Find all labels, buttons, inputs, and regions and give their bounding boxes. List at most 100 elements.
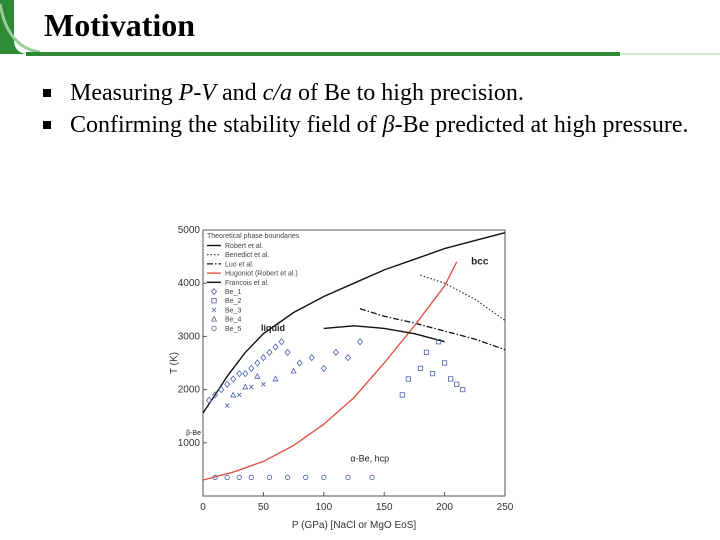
data-point-square xyxy=(405,376,411,382)
y-tick-label: 3000 xyxy=(178,331,201,342)
data-point-circle xyxy=(211,325,217,331)
legend-title: Theoretical phase boundaries xyxy=(207,233,300,240)
bullet-item-2: Confirming the stability field of β-Be p… xyxy=(40,110,700,140)
x-tick-label: 0 xyxy=(200,502,206,513)
data-point-circle xyxy=(345,474,351,480)
legend-entry: Be_2 xyxy=(225,298,241,305)
data-point-circle xyxy=(266,474,273,480)
data-point-square xyxy=(460,386,466,393)
legend-entry: Be_3 xyxy=(225,307,241,314)
data-point-diamond xyxy=(206,396,213,404)
data-point-diamond xyxy=(357,338,364,346)
bullet-1-text-post: of Be to high precision. xyxy=(291,80,524,106)
data-point-circle xyxy=(303,474,309,480)
bullet-1-text-mid: and xyxy=(215,80,263,106)
bullet-1-text-pre: Measuring xyxy=(70,80,179,106)
y-tick-label: 5000 xyxy=(178,225,201,236)
data-point-square xyxy=(454,381,460,387)
frame-top-curve xyxy=(0,3,41,54)
legend-entry: Be_1 xyxy=(225,289,241,296)
series-line xyxy=(202,261,458,481)
data-point-triangle xyxy=(272,375,279,382)
data-point-square xyxy=(429,371,436,377)
bullet-2-beta: β xyxy=(382,112,395,138)
data-point-x xyxy=(261,381,266,387)
data-point-diamond xyxy=(266,348,273,356)
square-bullet-icon xyxy=(43,89,51,97)
data-point-circle xyxy=(224,474,230,480)
legend-entry: Luo et al. xyxy=(225,261,254,268)
data-point-square xyxy=(441,360,448,366)
x-tick-label: 200 xyxy=(436,502,453,513)
data-point-diamond xyxy=(272,343,279,351)
data-point-diamond xyxy=(224,380,231,388)
title-underline-fade xyxy=(620,53,720,55)
y-tick-label: 4000 xyxy=(178,278,201,289)
data-point-x xyxy=(249,384,254,390)
data-point-circle xyxy=(321,474,327,480)
data-point-square xyxy=(435,339,442,345)
data-point-circle xyxy=(369,474,375,480)
x-tick-label: 250 xyxy=(497,502,514,513)
data-point-triangle xyxy=(254,372,261,379)
bullet-1-ca: c/a xyxy=(262,80,292,106)
y-axis-label: T (K) xyxy=(169,352,180,374)
data-point-x xyxy=(236,392,242,398)
annotation-alpha-be: α-Be, hcp xyxy=(350,453,389,463)
data-point-triangle xyxy=(290,367,297,374)
slide-title: Motivation xyxy=(44,7,196,43)
data-point-diamond xyxy=(260,354,267,362)
data-point-diamond xyxy=(296,359,303,367)
data-point-diamond xyxy=(230,375,237,383)
annotation-liquid: liquid xyxy=(261,323,285,333)
data-point-diamond xyxy=(320,364,327,372)
data-point-diamond xyxy=(236,370,243,378)
data-point-square xyxy=(417,365,424,371)
data-point-diamond xyxy=(278,338,285,346)
x-tick-label: 100 xyxy=(315,502,332,513)
series-line xyxy=(202,232,506,414)
data-point-circle xyxy=(212,474,218,480)
annotation-beta-be: β-Be xyxy=(186,430,201,437)
legend-entry: Be_4 xyxy=(225,317,241,324)
y-tick-label: 1000 xyxy=(178,438,201,449)
x-axis-label: P (GPa) [NaCl or MgO EoS] xyxy=(292,520,417,531)
data-point-x xyxy=(211,307,217,313)
y-tick-label: 2000 xyxy=(178,385,201,396)
data-point-triangle xyxy=(230,391,237,398)
data-point-diamond xyxy=(210,287,218,296)
bullet-2-text-pre: Confirming the stability field of xyxy=(70,112,383,138)
data-point-diamond xyxy=(248,364,255,372)
data-point-circle xyxy=(248,474,254,480)
bullet-1-pv: P-V xyxy=(178,80,216,106)
legend-entry: Be_5 xyxy=(225,326,241,333)
data-point-triangle xyxy=(242,383,249,390)
square-bullet-icon xyxy=(43,121,51,129)
legend-entry: Hugoniot (Robert et al.) xyxy=(225,271,298,278)
legend-entry: Francois et al. xyxy=(225,280,269,287)
data-point-diamond xyxy=(254,359,261,367)
legend-entry: Benedict et al. xyxy=(225,252,269,259)
bullet-item-1: Measuring P-V and c/a of Be to high prec… xyxy=(40,78,700,108)
data-point-x xyxy=(224,403,230,408)
data-point-square xyxy=(448,376,454,382)
data-point-diamond xyxy=(218,385,225,394)
plot-frame xyxy=(202,229,506,497)
series-line xyxy=(323,325,445,343)
series-line xyxy=(420,274,506,321)
bullet-list: Measuring P-V and c/a of Be to high prec… xyxy=(40,78,700,142)
x-tick-label: 150 xyxy=(376,502,393,513)
data-point-diamond xyxy=(284,348,291,356)
data-point-circle xyxy=(284,474,291,480)
data-point-circle xyxy=(236,474,242,480)
data-point-diamond xyxy=(344,354,351,362)
frame-left-bar xyxy=(0,0,26,54)
data-point-triangle xyxy=(210,315,218,322)
data-point-diamond xyxy=(332,348,339,356)
data-point-square xyxy=(399,392,405,398)
data-point-square xyxy=(423,349,430,355)
data-point-square xyxy=(211,298,217,304)
phase-diagram-chart: 0 50 100 150 200 250 1000 2000 3000 4000 5000 P (GP… xyxy=(169,225,514,531)
title-underline xyxy=(26,52,620,56)
